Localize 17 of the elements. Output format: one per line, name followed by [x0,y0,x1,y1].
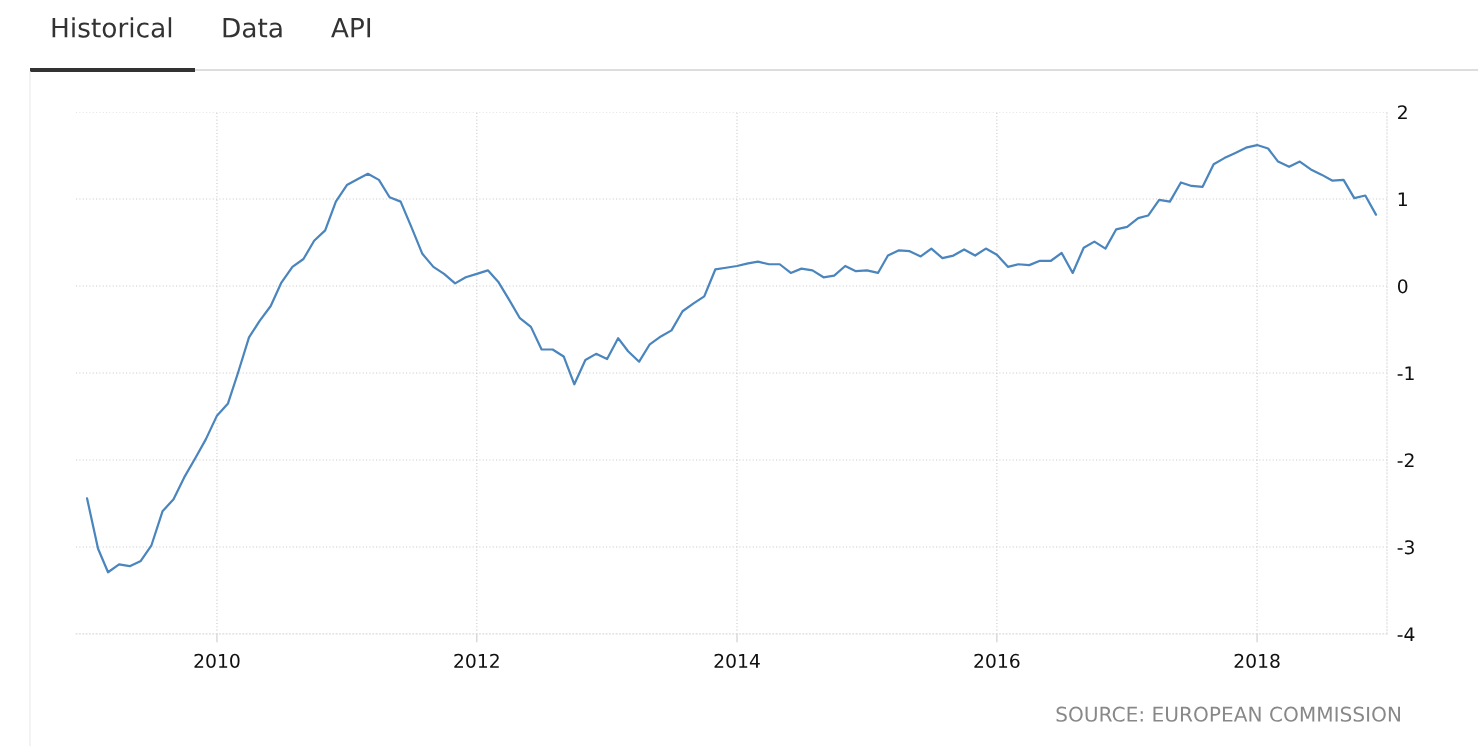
y-tick-label: 2 [1398,105,1407,120]
x-tick-label: 2016 [974,653,1020,668]
x-tick-label: 2018 [1234,653,1280,668]
text: Historical [52,17,172,38]
text: Data [223,18,282,38]
y-tick-label: 0 [1397,279,1408,294]
y-tick-label: -2 [1397,453,1414,468]
y-tick-label: 1 [1398,192,1407,207]
y-tick-label: -1 [1397,366,1414,381]
y-tick-label: -3 [1397,540,1414,555]
x-tick-label: 2012 [454,653,499,668]
text: API [331,18,371,38]
line-series [85,143,1378,574]
source-note: SOURCE: EUROPEAN COMMISSION [1056,706,1401,722]
x-tick-label: 2010 [194,653,240,668]
y-tick-label: -4 [1397,627,1415,642]
x-tick-label: 2014 [714,653,760,668]
